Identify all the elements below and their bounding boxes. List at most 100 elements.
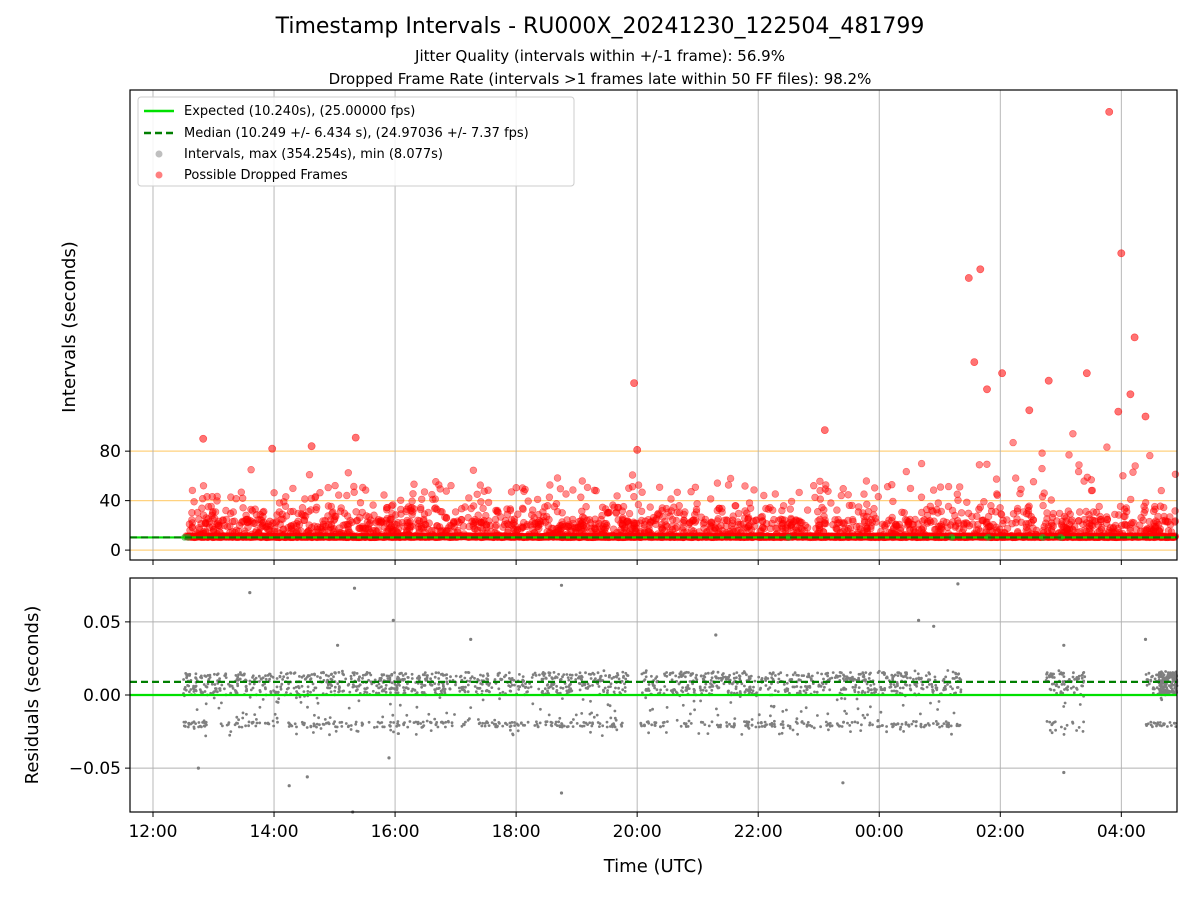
residual-point: [220, 683, 224, 687]
residual-point: [441, 684, 445, 688]
residual-point: [623, 686, 627, 689]
dropped-point: [816, 477, 824, 485]
residual-point: [396, 732, 400, 735]
dropped-point: [1011, 474, 1020, 482]
residual-point: [569, 721, 573, 725]
dropped-point: [800, 526, 809, 535]
dropped-point: [675, 502, 683, 510]
top-ytick-label: 40: [99, 492, 121, 512]
residual-point: [239, 673, 243, 676]
residual-point: [255, 718, 258, 721]
dropped-point: [833, 525, 842, 534]
dropped-point: [944, 482, 953, 491]
dropped-point: [543, 502, 552, 510]
residual-point: [277, 697, 281, 701]
residual-point: [551, 687, 555, 690]
residual-point: [378, 721, 382, 725]
residual-point: [388, 724, 392, 728]
dropped-point: [1074, 467, 1083, 476]
dropped-point: [380, 523, 389, 531]
dropped-point: [655, 483, 664, 491]
residual-point: [185, 673, 189, 677]
residual-point: [253, 678, 256, 682]
dropped-point: [1119, 472, 1127, 480]
dropped-point: [827, 499, 835, 507]
dropped-point: [195, 515, 203, 523]
residual-point: [231, 687, 235, 690]
residual-point: [413, 689, 417, 692]
dropped-point: [209, 525, 218, 534]
dropped-point: [979, 516, 987, 524]
dropped-point: [702, 527, 711, 536]
residual-point: [272, 689, 276, 693]
residual-point: [229, 730, 233, 733]
dropped-point: [546, 481, 554, 489]
residual-point: [513, 724, 516, 727]
dropped-point: [545, 493, 554, 501]
residual-point: [474, 690, 478, 694]
residual-point: [509, 728, 512, 732]
residual-point: [545, 683, 549, 687]
dropped-point: [507, 516, 516, 524]
residual-point: [608, 704, 612, 708]
residual-point: [459, 674, 463, 678]
dropped-point: [678, 526, 686, 534]
residual-point: [354, 722, 358, 726]
dropped-point: [391, 520, 399, 529]
residual-point: [194, 672, 198, 676]
dropped-point: [613, 492, 621, 500]
residual-point: [460, 686, 463, 689]
dropped-point: [355, 524, 363, 533]
residual-point: [543, 687, 547, 691]
dropped-point: [726, 474, 735, 483]
residual-point: [415, 705, 419, 709]
residual-point: [486, 672, 489, 676]
residual-point: [293, 722, 297, 726]
residual-point: [473, 685, 477, 688]
dropped-point: [507, 488, 516, 496]
residual-point: [478, 721, 482, 725]
residual-point: [327, 722, 331, 726]
residual-point: [480, 724, 484, 728]
dropped-point: [303, 529, 311, 537]
residual-point: [195, 708, 199, 711]
residual-point: [498, 697, 501, 701]
dropped-point: [553, 474, 562, 482]
residual-point: [555, 724, 559, 727]
dropped-point: [216, 522, 224, 530]
dropped-point: [750, 486, 758, 494]
residual-point: [276, 690, 280, 694]
dropped-point: [871, 514, 880, 523]
residual-point: [578, 688, 582, 692]
residual-point: [419, 722, 423, 725]
dropped-point: [344, 525, 353, 534]
residual-point: [389, 691, 392, 695]
residual-point: [526, 720, 530, 724]
residual-point: [574, 673, 578, 677]
residual-point: [553, 676, 557, 680]
residual-point: [511, 733, 515, 737]
dropped-point: [1122, 504, 1131, 512]
residual-point: [587, 672, 591, 676]
residual-point: [192, 727, 196, 730]
residual-point: [357, 679, 361, 682]
residual-point: [453, 713, 456, 716]
residual-point: [328, 733, 331, 737]
residual-point: [501, 690, 505, 694]
residual-point: [606, 689, 609, 692]
dropped-point: [917, 493, 926, 501]
dropped-point: [786, 505, 794, 513]
residual-point: [389, 702, 392, 706]
residual-point: [384, 687, 387, 690]
dropped-point: [993, 491, 1001, 499]
dropped-point: [864, 518, 873, 526]
residual-point: [279, 685, 283, 689]
dropped-point: [591, 520, 599, 528]
residual-point: [337, 671, 341, 674]
residual-point: [596, 671, 600, 675]
dropped-point: [821, 519, 830, 528]
dropped-point: [375, 518, 383, 526]
dropped-point: [822, 481, 830, 489]
dropped-point: [513, 526, 521, 534]
